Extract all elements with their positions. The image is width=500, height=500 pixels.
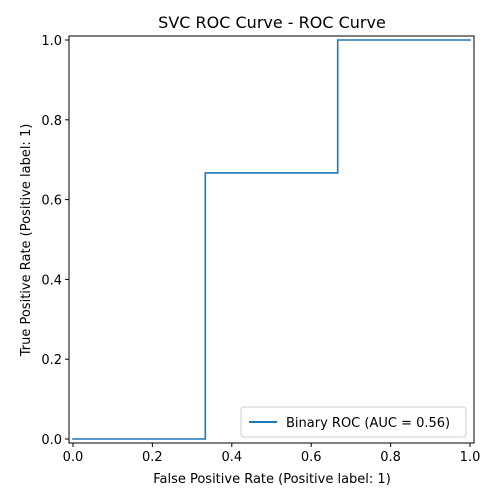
x-tick-label: 1.0 <box>460 450 481 465</box>
legend: Binary ROC (AUC = 0.56) <box>240 406 467 438</box>
x-tick-label: 0.2 <box>142 450 163 465</box>
plot-frame <box>68 35 475 444</box>
x-tick-label: 0.8 <box>380 450 401 465</box>
y-tick-label: 0.6 <box>41 194 62 209</box>
legend-label: Binary ROC (AUC = 0.56) <box>286 416 450 431</box>
y-axis-label: True Positive Rate (Positive label: 1) <box>19 124 34 358</box>
axis-ticks: 0.0 0.2 0.4 0.6 0.8 1.0 0.0 0.2 0.4 0.6 0.8 1.0 <box>41 34 480 465</box>
y-tick-label: 0.0 <box>41 433 62 448</box>
x-tick-label: 0.0 <box>63 450 84 465</box>
x-tick-label: 0.6 <box>301 450 322 465</box>
y-tick-label: 1.0 <box>41 34 62 49</box>
legend-box <box>240 406 467 438</box>
series-layer <box>72 39 471 440</box>
x-tick-label: 0.4 <box>221 450 242 465</box>
x-axis-label: False Positive Rate (Positive label: 1) <box>153 472 391 487</box>
chart-title: SVC ROC Curve - ROC Curve <box>158 13 386 32</box>
y-tick-label: 0.4 <box>41 273 62 288</box>
y-tick-label: 0.8 <box>41 114 62 129</box>
y-tick-label: 0.2 <box>41 353 62 368</box>
roc-curve-line <box>72 39 471 440</box>
